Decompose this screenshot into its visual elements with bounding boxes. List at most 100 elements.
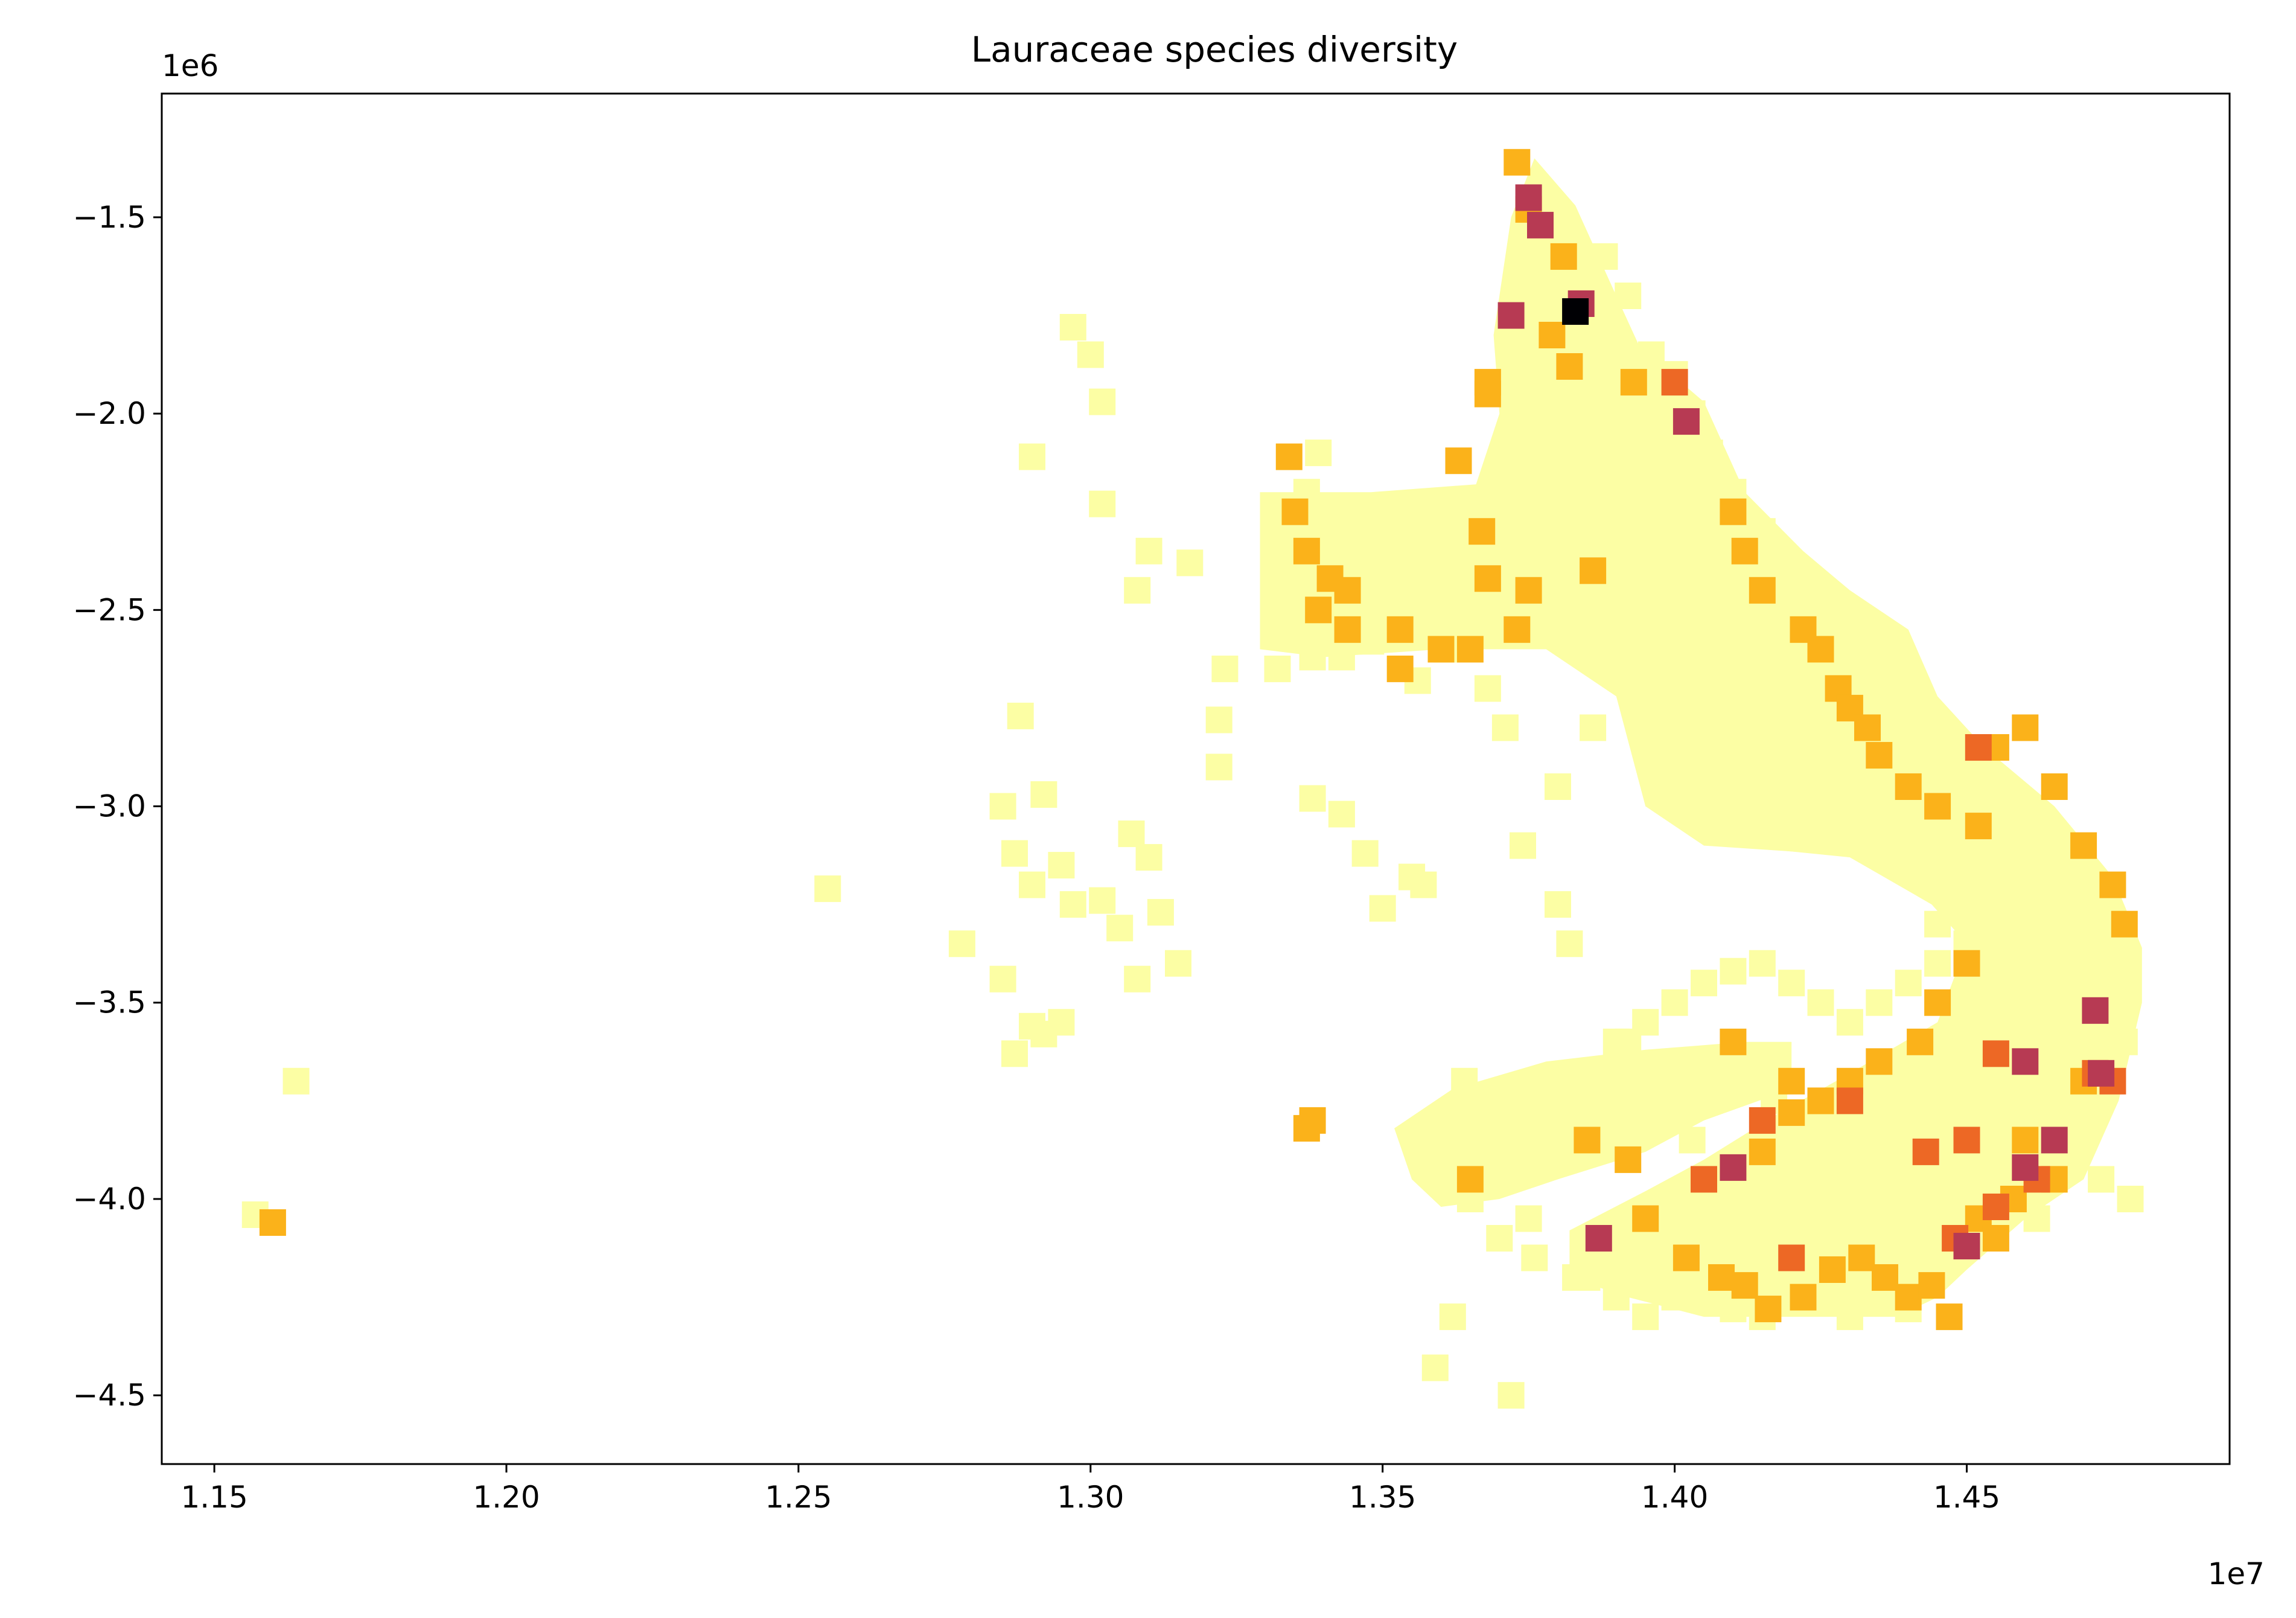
cell-value-1	[989, 965, 1016, 993]
cell-value-1	[1679, 1127, 1706, 1154]
cell-value-2	[1456, 1166, 1484, 1193]
x-tick-label: 1.40	[1641, 1480, 1708, 1515]
cell-value-1	[1030, 781, 1057, 808]
cell-value-4	[2041, 1127, 2068, 1154]
cell-value-1	[1637, 341, 1665, 368]
cell-value-1	[1205, 753, 1233, 781]
y-axis: −1.5 −2.0 −2.5 −3.0 −3.5 −4.0 −4.5	[73, 200, 162, 1413]
cell-value-2	[1632, 1205, 1659, 1232]
cell-value-1	[1135, 537, 1162, 564]
cell-value-1	[1866, 675, 1893, 702]
cell-value-2	[1872, 1264, 1898, 1291]
cell-value-4	[2012, 1154, 2039, 1181]
x-tick-label: 1.15	[180, 1480, 247, 1515]
plot-frame	[161, 92, 2231, 1465]
cell-value-1	[1848, 1186, 1875, 1212]
cell-value-1	[1270, 577, 1297, 604]
cell-value-2	[1790, 1284, 1817, 1311]
cell-value-1	[1661, 1284, 1688, 1311]
cell-value-3	[1912, 1138, 1939, 1165]
cell-value-1	[1866, 989, 1893, 1016]
y-tick-label: −3.0	[73, 789, 146, 824]
cell-value-2	[1749, 1138, 1776, 1165]
cell-value-1	[1001, 840, 1028, 867]
cell-value-1	[1124, 965, 1151, 993]
cell-value-1	[989, 793, 1016, 820]
cell-value-1	[1305, 440, 1332, 467]
x-tick-label: 1.30	[1057, 1480, 1124, 1515]
y-tick-label: −1.5	[73, 200, 146, 235]
y-tick-label: −4.0	[73, 1182, 146, 1217]
cell-value-2	[1474, 380, 1501, 408]
cell-value-2	[1708, 1264, 1735, 1291]
cell-value-1	[1790, 577, 1817, 604]
cell-value-5	[1562, 298, 1589, 325]
coverage-region-0	[1260, 158, 2142, 1317]
cell-value-2	[1749, 577, 1776, 604]
cell-value-1	[1907, 1067, 1934, 1095]
cell-value-1	[1299, 785, 1326, 812]
cell-value-1	[1615, 283, 1642, 309]
cell-value-1	[1895, 970, 1922, 997]
cell-value-1	[1264, 655, 1291, 682]
cell-value-1	[1895, 734, 1922, 761]
y-tick-label: −3.5	[73, 985, 146, 1020]
cell-value-1	[1439, 1303, 1466, 1331]
cell-value-4	[2088, 1060, 2115, 1087]
cell-value-1	[1299, 644, 1326, 671]
cell-value-2	[1854, 714, 1881, 741]
cell-value-1	[1375, 518, 1402, 545]
cell-value-2	[2099, 871, 2126, 898]
cell-value-1	[1515, 1205, 1542, 1232]
cell-value-2	[1924, 793, 1951, 820]
x-tick-label: 1.45	[1933, 1480, 2000, 1515]
cell-value-3	[1691, 1166, 1717, 1193]
cell-value-1	[1135, 844, 1162, 871]
cell-value-1	[1866, 832, 1893, 859]
cell-value-1	[2023, 813, 2050, 840]
cell-value-1	[1918, 753, 1945, 781]
cell-value-1	[1510, 832, 1536, 859]
cell-value-1	[1691, 970, 1717, 997]
cell-value-1	[1328, 801, 1355, 828]
cell-value-2	[1731, 1272, 1758, 1299]
cell-value-2	[2012, 714, 2039, 741]
cell-value-1	[1807, 813, 1834, 840]
cell-value-1	[1486, 1127, 1513, 1154]
cell-value-4	[2012, 1048, 2039, 1075]
cell-value-1	[1562, 1264, 1589, 1291]
cell-value-1	[1877, 1205, 1904, 1232]
cell-value-1	[2041, 1087, 2068, 1114]
cell-value-2	[1615, 1146, 1642, 1173]
cell-value-1	[1089, 490, 1116, 517]
cell-value-1	[1580, 1060, 1607, 1087]
cell-value-1	[2117, 1186, 2144, 1212]
cell-value-1	[1836, 1009, 1863, 1036]
cell-value-1	[1089, 388, 1116, 415]
cell-value-1	[1007, 702, 1034, 729]
cell-value-2	[1334, 577, 1361, 604]
cell-value-2	[1334, 616, 1361, 643]
cell-value-1	[1211, 655, 1239, 682]
cell-value-2	[2111, 910, 2138, 938]
cell-value-4	[1527, 211, 1554, 238]
cell-value-1	[1357, 628, 1385, 655]
cell-value-2	[1720, 1028, 1747, 1055]
cell-value-1	[1001, 1040, 1028, 1067]
cell-value-1	[1497, 1382, 1525, 1409]
cell-value-1	[1720, 1296, 1747, 1323]
cell-value-2	[1924, 989, 1951, 1016]
y-tick-label: −4.5	[73, 1378, 146, 1413]
cell-value-1	[1165, 950, 1191, 977]
cell-value-2	[1755, 1296, 1782, 1323]
cell-value-1	[1749, 950, 1776, 977]
cell-value-1	[1737, 1186, 1764, 1212]
cell-value-2	[1293, 1114, 1320, 1142]
cell-value-4	[1720, 1154, 1747, 1181]
cell-value-1	[1778, 970, 1805, 997]
cell-value-1	[1924, 950, 1951, 977]
x-tick-label: 1.20	[473, 1480, 540, 1515]
cell-value-3	[1982, 1194, 2009, 1220]
cell-value-2	[1293, 537, 1320, 564]
diversity-5-cells	[1562, 298, 1589, 325]
